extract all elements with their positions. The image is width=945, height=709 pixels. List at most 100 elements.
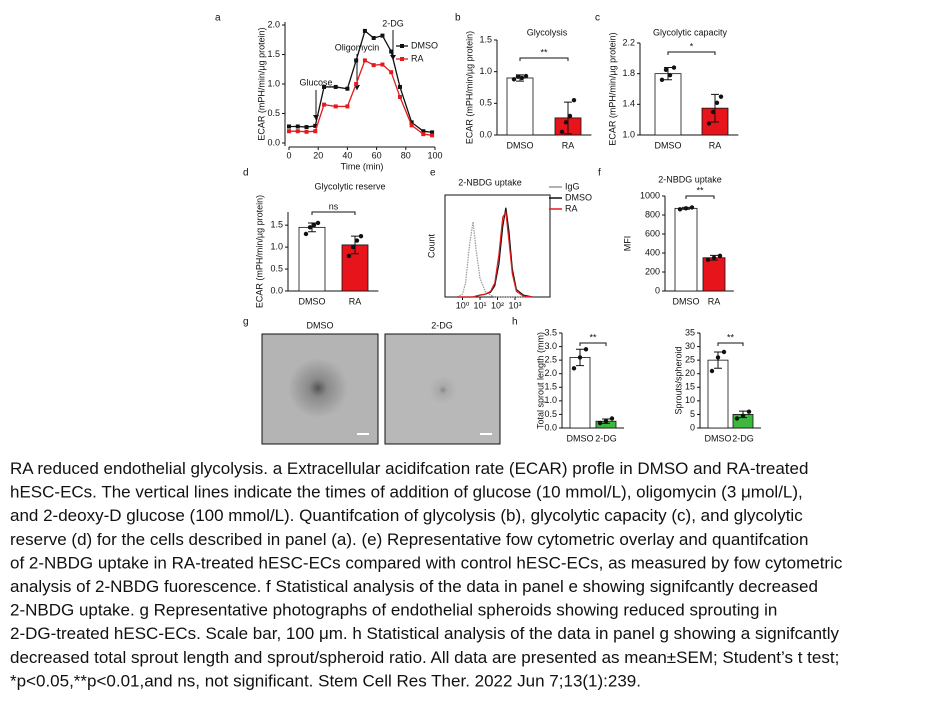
y-tick-label: 1.5 [544,382,557,392]
data-point [711,255,717,260]
y-tick-label: 600 [645,228,660,238]
marker [313,123,318,128]
marker [430,130,435,135]
x-tick-label: 10² [491,300,504,310]
data-point [354,238,360,243]
y-tick-label: 800 [645,209,660,219]
x-tick-label: DMSO [507,140,534,150]
data-point [559,129,565,135]
data-point [709,368,715,374]
caption-line: reserve (d) for the cells described in p… [10,530,808,549]
chart-title: Glycolytic capacity [653,27,728,37]
data-point [689,205,695,210]
marker [322,84,327,89]
y-axis-label: ECAR (mPH/min/µg protein) [464,31,474,144]
panel-g: g DMSO 2-DG [243,317,501,445]
data-point [307,225,313,230]
marker [313,129,318,134]
y-tick-label: 2.0 [544,368,557,378]
marker [409,123,414,128]
series-line [289,29,433,134]
x-tick-label: 10¹ [473,300,486,310]
y-axis-label: Total sprout length (mm) [535,332,545,429]
data-point [683,206,689,211]
data-point [315,220,321,226]
data-point [706,121,712,126]
image-label: 2-DG [431,320,453,330]
y-tick-label: 0.0 [479,129,492,139]
significance-label: ** [589,332,597,342]
x-tick-label: 40 [342,150,352,160]
chart-title: Glycolysis [527,27,568,37]
y-tick-label: 1.0 [622,129,635,139]
spheroid [288,358,348,418]
x-tick-label: 100 [427,150,442,160]
panel-label: f [598,168,601,179]
significance-label: ** [696,185,704,195]
data-point [583,347,589,352]
caption-line: and 2-deoxy-D glucose (100 mmol/L). Quan… [10,506,803,525]
y-tick-label: 15 [685,382,695,392]
data-point [603,419,609,424]
caption-line: 2-DG-treated hESC-ECs. Scale bar, 100 μm… [10,624,840,643]
caption-line: 2-NBDG uptake. g Representative photogra… [10,601,777,620]
marker [304,129,309,134]
bar [506,77,534,136]
scale-bar [357,433,369,435]
y-tick-label: 1000 [640,190,660,200]
y-tick-label: 1.5 [267,49,280,59]
marker [389,70,394,75]
data-point [358,233,364,239]
x-tick-label: 0 [286,150,291,160]
annotation: Oligomycin [335,42,380,52]
marker [421,132,426,137]
y-tick-label: 0 [655,285,660,295]
y-tick-label: 0.5 [267,108,280,118]
data-point [571,366,577,371]
significance-label: ** [727,332,735,342]
x-tick-label: RA [708,296,721,306]
y-tick-label: 0.0 [267,137,280,147]
significance-label: * [690,41,694,51]
data-point [721,349,727,355]
caption-line: hESC-ECs. The vertical lines indicate th… [10,483,803,502]
marker [322,102,327,107]
data-point [519,75,525,81]
y-tick-label: 0 [690,422,695,432]
legend-label: DMSO [565,192,592,202]
chart-title: Glycolytic reserve [314,181,385,191]
marker [371,63,376,68]
data-point [346,253,352,259]
x-axis-label: Time (min) [341,161,384,171]
legend-label: IgG [565,181,580,191]
data-point [597,420,603,426]
data-point [740,413,746,418]
x-tick-label: 10⁰ [456,300,470,310]
y-tick-label: 0.5 [270,263,283,273]
marker [333,104,338,109]
y-tick-label: 1.0 [270,241,283,251]
chart-title: 2-NBDG uptake [458,177,522,187]
y-tick-label: 0.0 [544,422,557,432]
legend-marker [400,57,404,61]
significance-bracket [667,51,716,55]
image-label: DMSO [307,320,334,330]
y-tick-label: 1.8 [622,68,635,78]
caption-line: *p<0.05,**p<0.01,and ns, not significant… [10,671,641,690]
annotation: 2-DG [382,18,404,28]
error-bar [714,351,722,369]
data-point [714,100,720,106]
significance-bracket [519,57,569,61]
y-tick-label: 3.5 [544,327,557,337]
scale-bar [480,433,492,435]
data-point [350,244,356,250]
x-tick-label: DMSO [299,296,326,306]
y-tick-label: 2.2 [622,37,635,47]
panel-label: g [243,317,249,328]
data-point [515,74,521,79]
data-point [659,77,665,83]
spheroid [429,376,457,404]
data-point [746,409,752,414]
marker [421,129,426,134]
y-tick-label: 1.0 [267,78,280,88]
